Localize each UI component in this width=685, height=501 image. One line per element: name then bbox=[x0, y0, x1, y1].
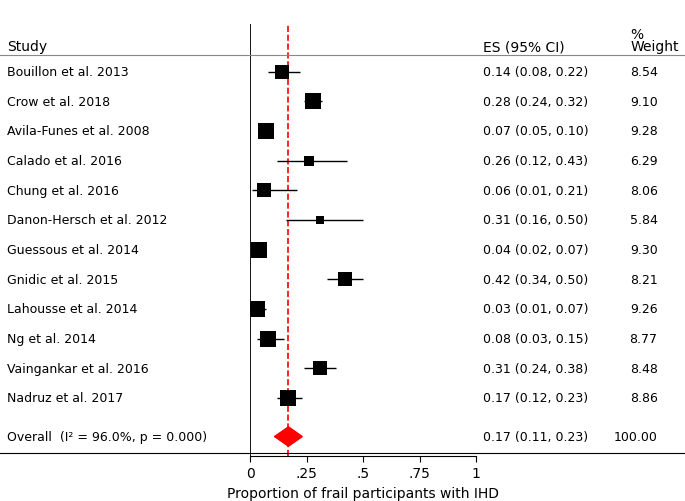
Point bbox=[276, 69, 287, 77]
Point bbox=[340, 276, 351, 284]
Text: Crow et al. 2018: Crow et al. 2018 bbox=[7, 96, 110, 109]
Text: Lahousse et al. 2014: Lahousse et al. 2014 bbox=[7, 303, 137, 316]
Text: 0.31 (0.24, 0.38): 0.31 (0.24, 0.38) bbox=[483, 362, 588, 375]
Point bbox=[251, 305, 262, 313]
Text: 0.26 (0.12, 0.43): 0.26 (0.12, 0.43) bbox=[483, 155, 588, 168]
Point bbox=[262, 335, 273, 343]
Text: Vaingankar et al. 2016: Vaingankar et al. 2016 bbox=[7, 362, 149, 375]
Text: 9.10: 9.10 bbox=[630, 96, 658, 109]
Text: 0.04 (0.02, 0.07): 0.04 (0.02, 0.07) bbox=[483, 243, 588, 257]
Text: 0.28 (0.24, 0.32): 0.28 (0.24, 0.32) bbox=[483, 96, 588, 109]
Text: 0.06 (0.01, 0.21): 0.06 (0.01, 0.21) bbox=[483, 184, 588, 197]
Point bbox=[253, 246, 264, 254]
Point bbox=[258, 187, 269, 195]
Text: 8.06: 8.06 bbox=[630, 184, 658, 197]
Text: 0.08 (0.03, 0.15): 0.08 (0.03, 0.15) bbox=[483, 333, 588, 345]
Point bbox=[283, 394, 294, 402]
Text: 8.21: 8.21 bbox=[630, 273, 658, 286]
Text: 9.26: 9.26 bbox=[630, 303, 658, 316]
Text: Nadruz et al. 2017: Nadruz et al. 2017 bbox=[7, 392, 123, 405]
Point bbox=[308, 98, 319, 106]
Text: 8.48: 8.48 bbox=[630, 362, 658, 375]
Text: 6.29: 6.29 bbox=[630, 155, 658, 168]
Text: Gnidic et al. 2015: Gnidic et al. 2015 bbox=[7, 273, 118, 286]
Text: Bouillon et al. 2013: Bouillon et al. 2013 bbox=[7, 66, 129, 79]
Text: 0.17 (0.11, 0.23): 0.17 (0.11, 0.23) bbox=[483, 430, 588, 443]
Text: 0.07 (0.05, 0.10): 0.07 (0.05, 0.10) bbox=[483, 125, 588, 138]
Text: Ng et al. 2014: Ng et al. 2014 bbox=[7, 333, 96, 345]
Text: 0.42 (0.34, 0.50): 0.42 (0.34, 0.50) bbox=[483, 273, 588, 286]
Text: 8.54: 8.54 bbox=[630, 66, 658, 79]
Text: 9.30: 9.30 bbox=[630, 243, 658, 257]
Text: Chung et al. 2016: Chung et al. 2016 bbox=[7, 184, 119, 197]
Text: Danon-Hersch et al. 2012: Danon-Hersch et al. 2012 bbox=[7, 214, 167, 227]
Text: Avila-Funes et al. 2008: Avila-Funes et al. 2008 bbox=[7, 125, 149, 138]
Text: Guessous et al. 2014: Guessous et al. 2014 bbox=[7, 243, 139, 257]
Text: 8.77: 8.77 bbox=[630, 333, 658, 345]
Polygon shape bbox=[275, 427, 302, 446]
Text: Overall  (I² = 96.0%, p = 0.000): Overall (I² = 96.0%, p = 0.000) bbox=[7, 430, 207, 443]
Text: 8.86: 8.86 bbox=[630, 392, 658, 405]
Text: Weight: Weight bbox=[630, 40, 679, 54]
Text: 0.03 (0.01, 0.07): 0.03 (0.01, 0.07) bbox=[483, 303, 588, 316]
Point bbox=[314, 216, 325, 224]
Text: 5.84: 5.84 bbox=[630, 214, 658, 227]
Text: 9.28: 9.28 bbox=[630, 125, 658, 138]
Point bbox=[303, 157, 314, 165]
Text: %: % bbox=[630, 29, 643, 43]
Text: Study: Study bbox=[7, 40, 47, 54]
Point bbox=[314, 365, 325, 373]
Text: ES (95% CI): ES (95% CI) bbox=[483, 40, 564, 54]
Text: 0.31 (0.16, 0.50): 0.31 (0.16, 0.50) bbox=[483, 214, 588, 227]
Text: 0.14 (0.08, 0.22): 0.14 (0.08, 0.22) bbox=[483, 66, 588, 79]
Text: 100.00: 100.00 bbox=[614, 430, 658, 443]
Point bbox=[260, 128, 271, 136]
Text: Calado et al. 2016: Calado et al. 2016 bbox=[7, 155, 122, 168]
Text: 0.17 (0.12, 0.23): 0.17 (0.12, 0.23) bbox=[483, 392, 588, 405]
X-axis label: Proportion of frail participants with IHD: Proportion of frail participants with IH… bbox=[227, 486, 499, 500]
